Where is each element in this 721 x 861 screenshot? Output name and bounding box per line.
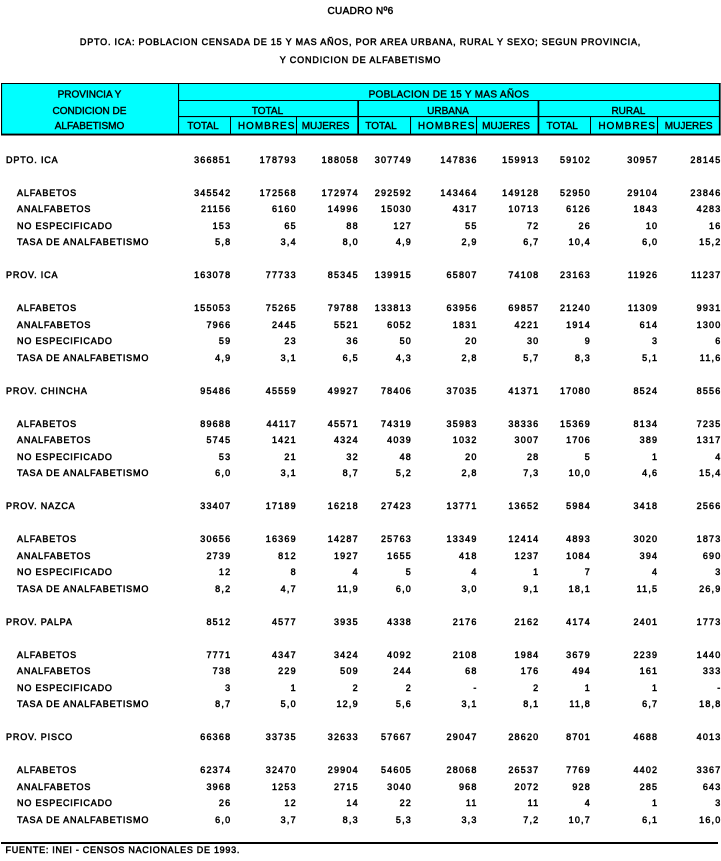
svg-text:URBANA: URBANA	[427, 106, 469, 117]
svg-text:MUJERES: MUJERES	[302, 121, 350, 132]
svg-text:POBLACION DE 15 Y MAS AÑOS: POBLACION DE 15 Y MAS AÑOS	[369, 88, 530, 101]
svg-text:TOTAL: TOTAL	[365, 121, 397, 132]
svg-text:TOTAL: TOTAL	[187, 121, 219, 132]
svg-text:TOTAL: TOTAL	[547, 121, 579, 132]
svg-text:HOMBRES: HOMBRES	[418, 121, 476, 132]
svg-text:ALFABETISMO: ALFABETISMO	[55, 121, 125, 132]
svg-text:HOMBRES: HOMBRES	[238, 121, 296, 132]
svg-text:PROVINCIA Y: PROVINCIA Y	[58, 90, 122, 101]
svg-text:HOMBRES: HOMBRES	[598, 121, 656, 132]
svg-text:RURAL: RURAL	[611, 106, 645, 117]
svg-text:CONDICION DE: CONDICION DE	[53, 106, 127, 117]
svg-text:MUJERES: MUJERES	[665, 121, 713, 132]
svg-text:TOTAL: TOTAL	[252, 106, 284, 117]
svg-text:MUJERES: MUJERES	[482, 121, 530, 132]
